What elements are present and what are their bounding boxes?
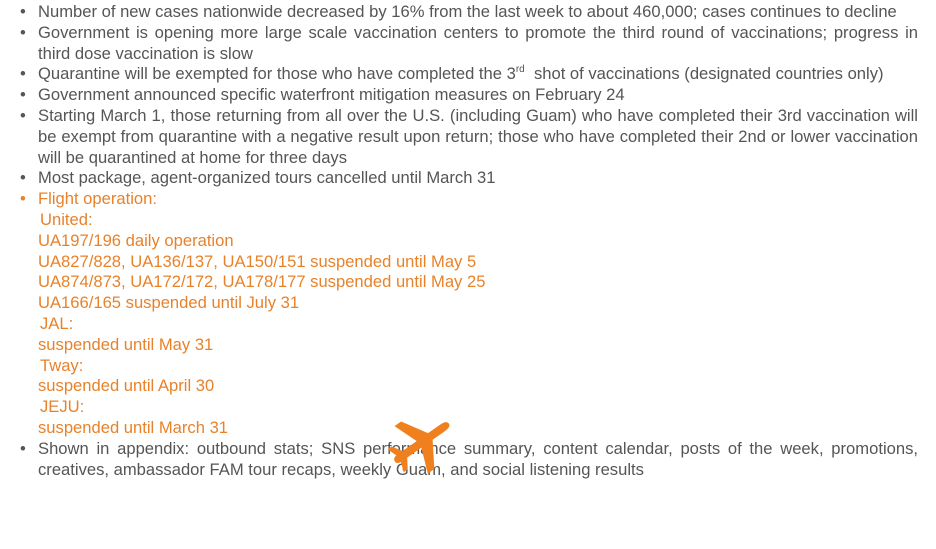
flight-bullet: Flight operation: United:UA197/196 daily…	[0, 189, 918, 439]
airline-status: UA874/873, UA172/172, UA178/177 suspende…	[38, 272, 486, 292]
text: Quarantine will be exempted for those wh…	[38, 64, 516, 84]
airline-name: United:	[40, 209, 93, 229]
text: shot of vaccinations (designated countri…	[524, 64, 884, 84]
bullet-list: Number of new cases nationwide decreased…	[0, 0, 936, 480]
superscript: rd	[515, 64, 525, 76]
airline-status: UA166/165 suspended until July 31	[38, 293, 300, 313]
bullet: Government announced specific waterfront…	[0, 85, 918, 106]
airline-status: suspended until May 31	[38, 334, 214, 354]
bullet: Number of new cases nationwide decreased…	[0, 2, 918, 23]
airline-name: JEJU:	[40, 397, 85, 417]
airline-row: Tway: suspended until April 30	[38, 356, 918, 398]
bullet: Quarantine will be exempted for those wh…	[0, 64, 918, 85]
airline-status: UA827/828, UA136/137, UA150/151 suspende…	[38, 251, 477, 271]
bullet: Government is opening more large scale v…	[0, 23, 918, 65]
airline-name: JAL:	[40, 313, 74, 333]
airline-row: JEJU: suspended until March 31	[38, 397, 918, 439]
airline-row: UA874/873, UA172/172, UA178/177 suspende…	[38, 272, 918, 293]
airline-name: Tway:	[40, 355, 84, 375]
bullet: Starting March 1, those returning from a…	[0, 106, 918, 168]
bullet: Most package, agent-organized tours canc…	[0, 168, 918, 189]
airline-row: JAL: suspended until May 31	[38, 314, 918, 356]
airline-row: UA827/828, UA136/137, UA150/151 suspende…	[38, 252, 918, 273]
airline-status: suspended until March 31	[38, 417, 229, 437]
airline-status: suspended until April 30	[38, 376, 215, 396]
bullet: Shown in appendix: outbound stats; SNS p…	[0, 439, 918, 481]
airline-row: UA166/165 suspended until July 31	[38, 293, 918, 314]
airplane-icon	[387, 421, 450, 474]
flight-label: Flight operation:	[38, 189, 157, 209]
airline-status: UA197/196 daily operation	[38, 230, 234, 250]
airline-list: United: UA197/196 daily operation UA827/82…	[38, 210, 918, 439]
airline-row: United: UA197/196 daily operation	[38, 210, 918, 252]
